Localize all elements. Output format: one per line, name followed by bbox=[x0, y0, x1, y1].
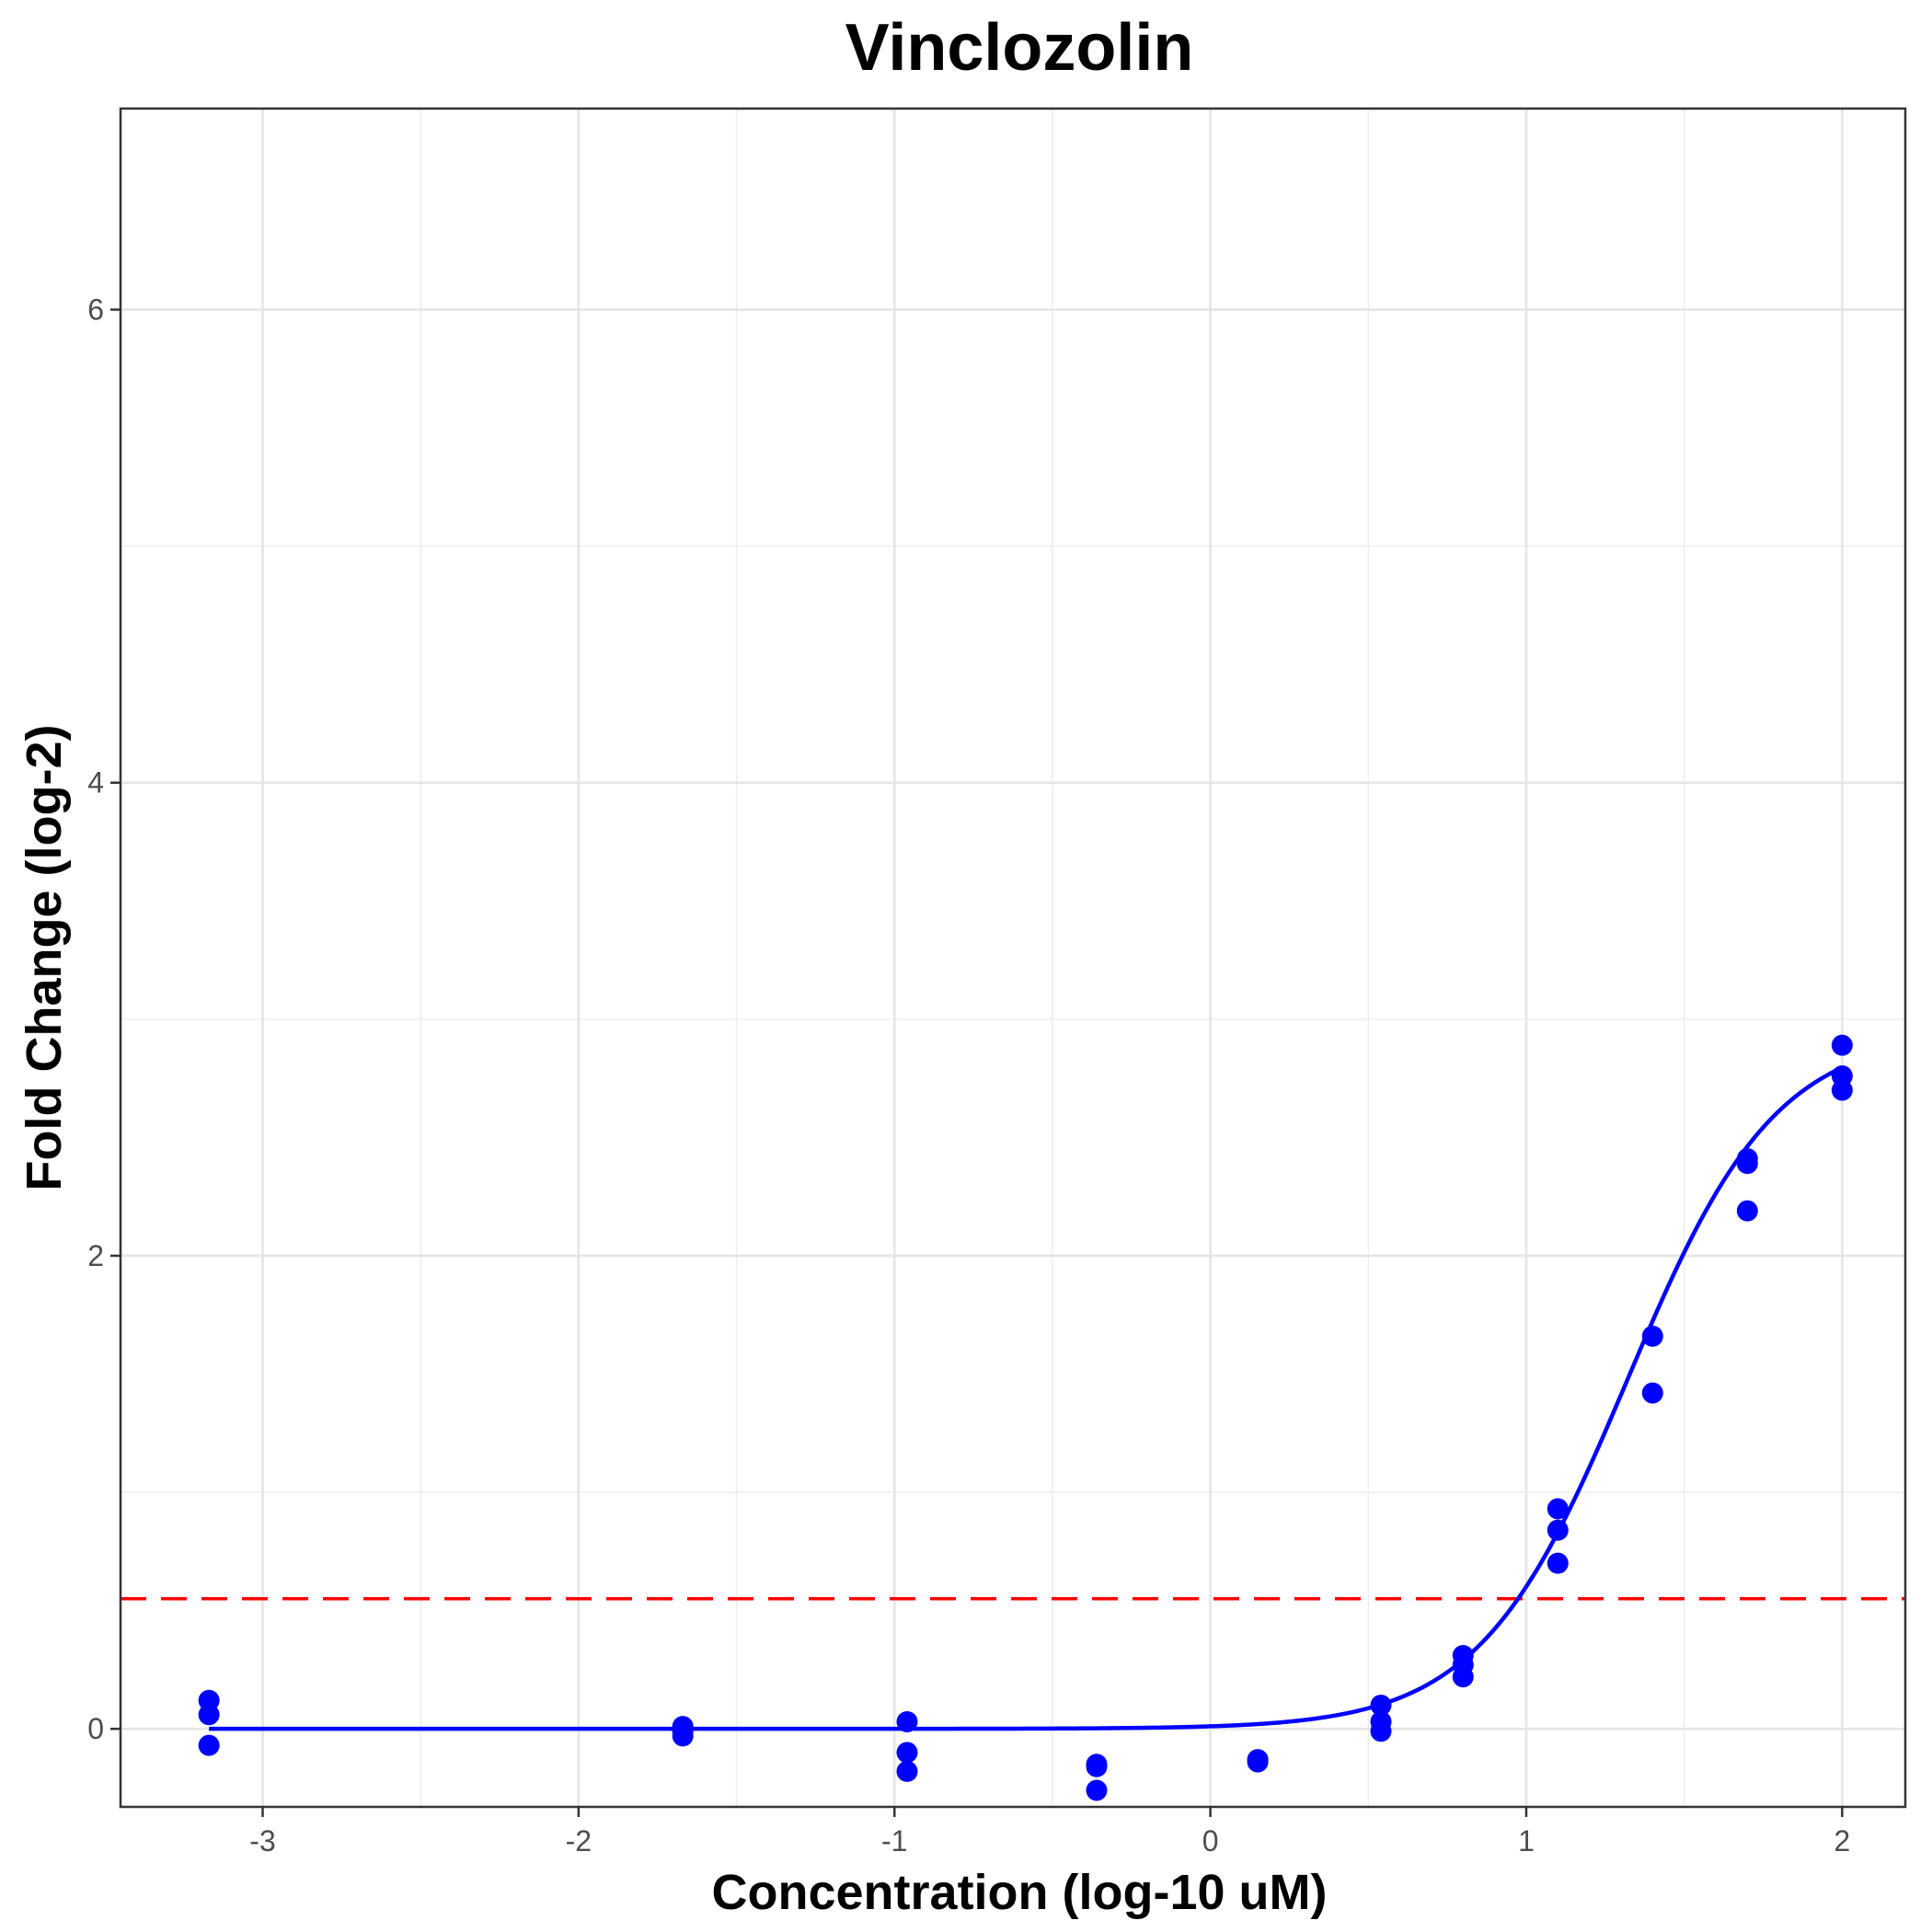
data-point bbox=[896, 1742, 918, 1764]
data-point bbox=[1547, 1519, 1569, 1541]
y-axis-title: Fold Change (log-2) bbox=[17, 725, 72, 1191]
fit-curve bbox=[209, 1065, 1844, 1731]
data-point bbox=[1452, 1666, 1474, 1688]
x-tick-label: -3 bbox=[249, 1824, 275, 1857]
x-tick-label: 2 bbox=[1834, 1824, 1850, 1857]
data-point bbox=[1641, 1382, 1663, 1404]
x-axis-ticks: -3 -2 -1 0 1 2 bbox=[249, 1807, 1850, 1857]
data-point bbox=[1086, 1779, 1108, 1801]
points-layer bbox=[198, 1034, 1853, 1801]
data-point bbox=[1831, 1034, 1853, 1056]
x-tick-label: 0 bbox=[1202, 1824, 1219, 1857]
y-tick-label: 6 bbox=[87, 293, 104, 327]
x-axis-title: Concentration (log-10 uM) bbox=[712, 1865, 1328, 1920]
data-point bbox=[1547, 1552, 1569, 1574]
y-tick-label: 0 bbox=[87, 1712, 104, 1745]
data-point bbox=[1641, 1325, 1663, 1347]
grid-minor bbox=[121, 109, 1905, 1807]
y-axis-ticks: 0 2 4 6 bbox=[87, 293, 121, 1745]
data-point bbox=[896, 1710, 918, 1732]
data-point bbox=[896, 1760, 918, 1782]
data-point bbox=[1736, 1200, 1758, 1222]
data-point bbox=[1736, 1153, 1758, 1175]
chart-title: Vinclozolin bbox=[845, 11, 1194, 85]
x-tick-label: -1 bbox=[881, 1824, 907, 1857]
y-tick-label: 2 bbox=[87, 1239, 104, 1272]
data-point bbox=[1370, 1694, 1392, 1716]
x-tick-label: -2 bbox=[566, 1824, 592, 1857]
data-point bbox=[1086, 1755, 1108, 1777]
data-point bbox=[198, 1734, 220, 1756]
data-point bbox=[1370, 1720, 1392, 1742]
data-point bbox=[672, 1725, 694, 1747]
panel-border bbox=[119, 107, 1907, 1809]
data-point bbox=[1547, 1498, 1569, 1520]
grid-major bbox=[121, 109, 1905, 1807]
y-tick-label: 4 bbox=[87, 766, 104, 799]
curve-layer bbox=[209, 1065, 1844, 1731]
data-point bbox=[198, 1704, 220, 1726]
data-point bbox=[1247, 1751, 1269, 1773]
x-tick-label: 1 bbox=[1518, 1824, 1535, 1857]
data-point bbox=[1831, 1079, 1853, 1101]
